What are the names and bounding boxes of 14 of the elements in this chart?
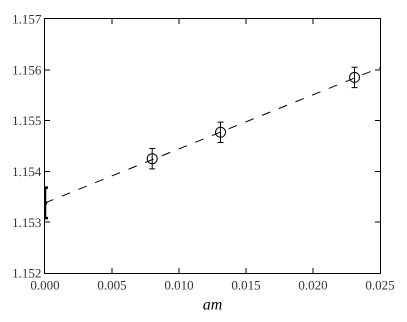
y-tick-label: 1.155	[12, 113, 42, 128]
point	[349, 72, 360, 83]
x-tick-label: 0.015	[231, 278, 261, 293]
x-tick-label: 0.020	[298, 278, 328, 293]
y-tick-label: 1.157	[12, 12, 42, 27]
y-tick-label: 1.156	[12, 62, 42, 78]
point	[146, 153, 158, 164]
point	[215, 126, 226, 138]
x-axis-title: am	[202, 296, 222, 314]
x-tick-label: 0.010	[164, 278, 194, 293]
y-tick-label: 1.153	[12, 214, 42, 230]
y-tick-label: 1.154	[12, 164, 42, 179]
x-tick-label: 0.025	[365, 278, 395, 293]
x-tick-label: 0.005	[97, 278, 127, 293]
